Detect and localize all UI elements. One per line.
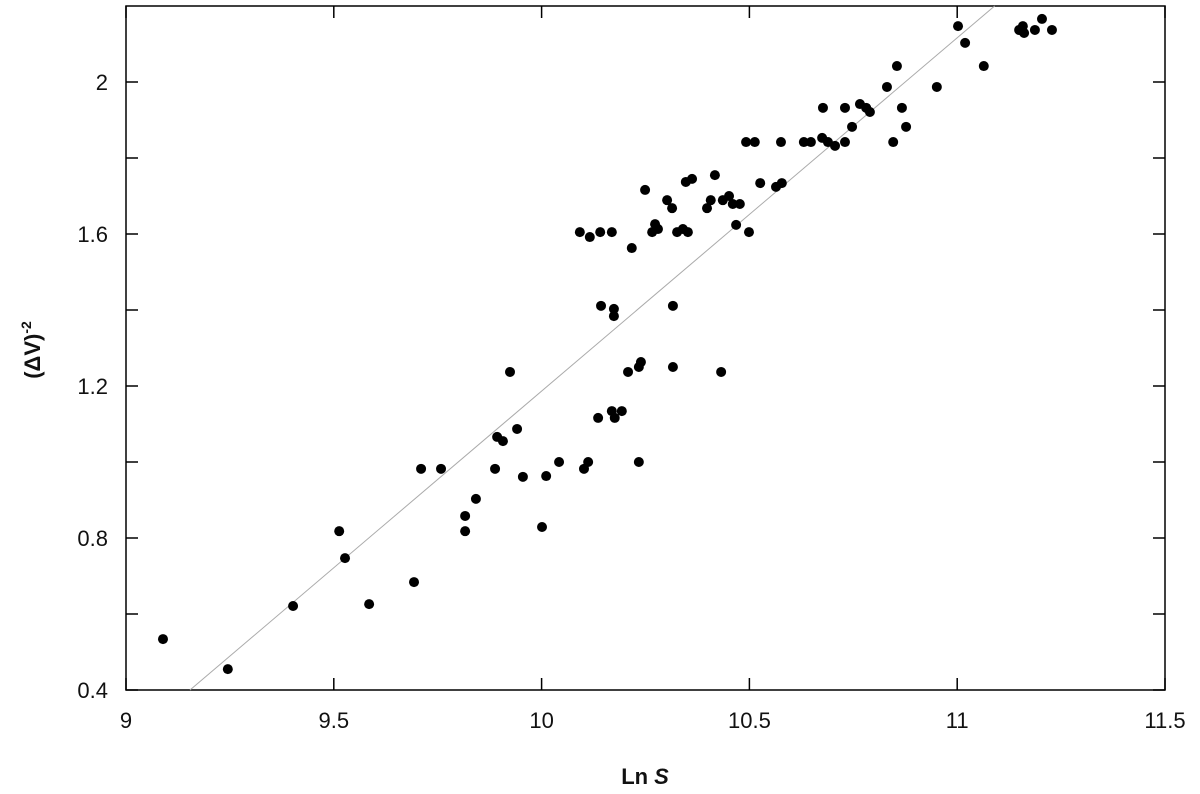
x-tick-label: 11.5 [1144,708,1185,733]
data-point [847,121,858,132]
data-point [595,227,606,238]
data-point [157,634,168,645]
data-point [517,471,528,482]
data-point [667,203,678,214]
data-point [960,37,971,48]
y-label-superscript: -2 [18,321,34,334]
data-point [1036,13,1047,24]
data-point [606,227,617,238]
data-point [554,457,565,467]
data-point [626,243,637,254]
data-point [901,121,912,132]
fit-line [189,5,995,691]
data-point [662,195,673,206]
data-point [609,412,620,423]
data-point [731,219,742,230]
data-point [623,366,634,377]
data-point [584,232,595,243]
data-point [541,471,552,482]
data-point [931,81,942,92]
data-point [416,463,427,474]
data-point [891,61,902,72]
data-point [616,406,627,417]
data-point [222,664,233,675]
data-point [724,191,735,201]
data-point [798,137,809,148]
x-tick-label: 11 [946,708,969,733]
x-tick-label: 10 [529,708,553,733]
data-point [682,227,693,238]
x-axis-label: Ln S [621,764,669,789]
data-point [505,366,516,377]
data-point [864,107,875,118]
data-point [460,510,471,521]
data-point [749,137,760,148]
data-point [775,137,786,148]
data-point [805,137,816,148]
data-point [633,457,644,467]
data-point [340,553,351,564]
data-point [436,463,447,474]
data-point [490,463,501,474]
data-point [734,198,745,209]
data-point [364,599,375,610]
data-point [593,412,604,423]
data-point [596,300,607,311]
data-point [574,227,585,238]
data-point [652,224,663,235]
data-point [709,170,720,181]
y-axis-label: (ΔV)-2 [18,321,45,379]
data-point [830,140,841,151]
data-point [839,102,850,113]
data-point [537,521,548,532]
data-point [608,311,619,322]
data-point [896,102,907,113]
data-point [716,366,727,377]
data-point [1019,27,1030,38]
plot-frame [125,5,1166,691]
data-point [705,195,716,206]
data-point [470,493,481,504]
data-point [1046,24,1057,35]
data-point [1029,24,1040,35]
x-tick-label: 10.5 [728,708,771,733]
data-point [640,184,651,195]
y-tick-label: 1.2 [77,374,108,399]
data-point [755,178,766,189]
data-point [702,203,713,214]
y-tick-label: 0.4 [77,678,108,703]
y-label-main: (ΔV) [20,334,45,379]
data-point [583,457,594,467]
data-point [334,526,345,537]
data-point [667,362,678,372]
data-point [817,102,828,113]
x-label-main: Ln [621,764,648,789]
x-tick-label: 9 [120,708,132,733]
x-label-italic: S [654,764,669,789]
data-point [881,81,892,92]
data-point [978,61,989,72]
data-point [953,21,964,32]
data-point [635,357,646,368]
data-point [460,526,471,537]
y-tick-label: 0.8 [77,526,108,551]
data-point [288,601,299,612]
data-point [608,303,619,314]
x-tick-label: 9.5 [319,708,350,733]
data-point [839,137,850,148]
data-point [409,577,420,588]
data-point [776,178,787,189]
data-point [727,198,738,209]
y-tick-label: 1.6 [77,222,108,247]
data-point [667,300,678,311]
data-point [743,227,754,238]
y-tick-label: 2 [96,70,108,95]
data-point [888,137,899,148]
data-point [687,173,698,184]
data-point [512,423,523,434]
data-point [741,137,752,148]
data-point [497,436,508,447]
